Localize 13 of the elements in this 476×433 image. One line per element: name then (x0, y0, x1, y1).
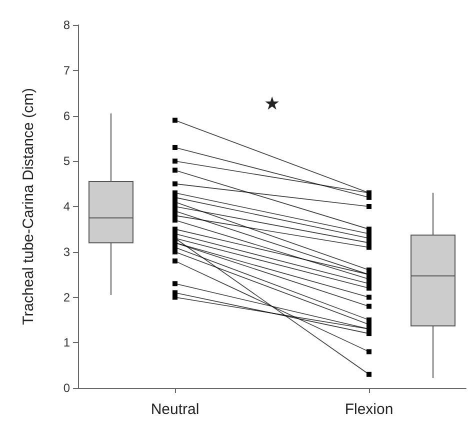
annotation: ★ (264, 94, 280, 114)
y-tick-label: 3 (63, 244, 70, 259)
y-tick-label: 6 (63, 108, 70, 123)
y-tick-label: 8 (63, 18, 70, 32)
y-tick-label: 5 (63, 154, 70, 168)
y-tick-label: 4 (63, 200, 70, 214)
y-tick-label: 0 (63, 381, 70, 395)
y-tick-label: 7 (63, 63, 70, 78)
y-axis-title: Tracheal tube-Carina Distance (cm) (20, 88, 37, 326)
y-tick-label: 2 (63, 290, 70, 304)
y-tick-label: 1 (63, 336, 70, 350)
x-tick-label: Neutral (150, 401, 200, 418)
x-tick-label: Flexion (344, 401, 394, 418)
